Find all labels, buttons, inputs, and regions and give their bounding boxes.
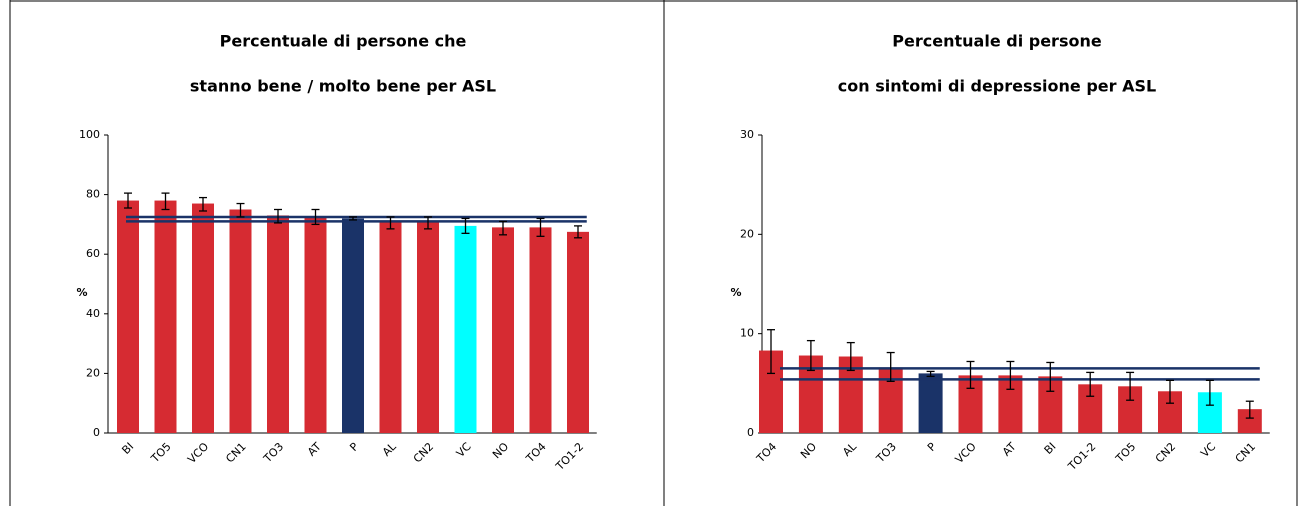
y-axis-label: % [76,286,87,299]
x-tick-label: CN1 [223,440,248,465]
y-tick-label: 10 [740,327,754,340]
y-tick-label: 0 [747,426,754,439]
bar [417,221,439,433]
y-tick-label: 0 [93,426,100,439]
bar [154,200,177,433]
x-tick-label: TO3 [261,440,287,466]
y-tick-label: 80 [86,188,100,201]
x-tick-label: NO [798,440,819,461]
chart-title: con sintomi di depressione per ASL [838,77,1156,96]
bar [229,209,252,433]
x-tick-label: AL [380,439,399,458]
x-tick-label: BI [119,440,136,457]
x-tick-label: AL [840,439,859,458]
x-tick-label: AT [1000,440,1019,459]
chart-title: Percentuale di persone che [220,32,467,51]
chart-title: Percentuale di persone [892,32,1102,51]
x-tick-label: TO3 [873,440,899,466]
x-tick-label: VCO [185,440,211,466]
bar [567,231,589,433]
y-tick-label: 40 [86,307,100,320]
x-tick-label: VCO [953,440,979,466]
x-tick-label: TO5 [148,440,174,466]
x-tick-label: TO1-2 [1065,440,1098,473]
bar [267,215,289,433]
x-tick-label: AT [305,440,324,459]
x-tick-label: CN1 [1233,440,1258,465]
y-tick-label: 20 [740,227,754,240]
x-tick-label: P [925,440,939,454]
x-tick-label: TO5 [1113,440,1139,466]
x-tick-label: CN2 [411,440,436,465]
x-tick-label: VC [454,440,474,460]
x-tick-label: BI [1042,440,1059,457]
bar [117,200,139,433]
bar [918,373,943,433]
bar [192,203,214,433]
x-tick-label: TO1-2 [553,440,586,473]
y-tick-label: 60 [86,247,100,260]
y-tick-label: 20 [86,366,100,379]
y-axis-label: % [730,286,741,299]
bar [454,225,477,433]
bar [492,227,514,433]
y-tick-label: 100 [79,128,100,141]
x-tick-label: CN2 [1153,440,1178,465]
bar [342,218,364,433]
y-tick-label: 30 [740,128,754,141]
bar [529,227,552,433]
bar [1237,409,1262,433]
chart-title: stanno bene / molto bene per ASL [190,77,496,96]
x-tick-label: P [347,440,361,454]
x-tick-label: NO [490,440,511,461]
bar [379,221,402,433]
x-tick-label: TO4 [523,440,549,466]
x-tick-label: VC [1198,440,1218,460]
bar [304,216,327,433]
x-tick-label: TO4 [754,440,780,466]
